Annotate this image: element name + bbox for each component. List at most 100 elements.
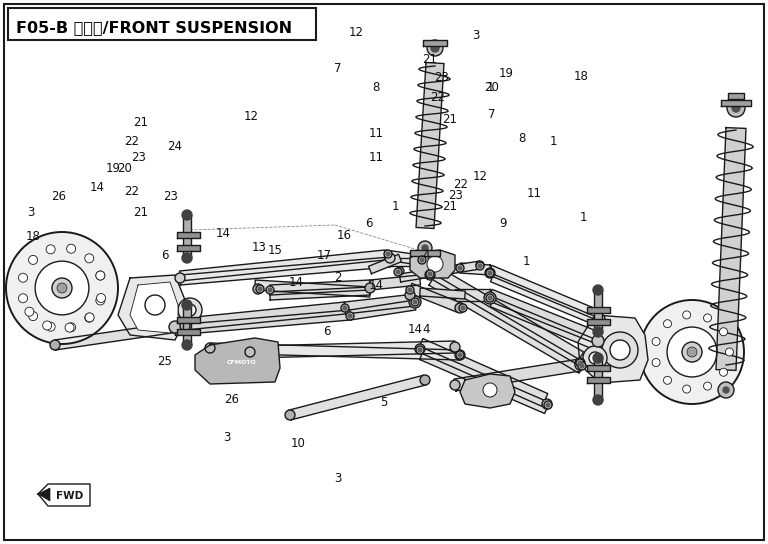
Text: 12: 12 xyxy=(349,26,364,39)
Circle shape xyxy=(478,264,482,268)
Circle shape xyxy=(575,360,585,370)
Circle shape xyxy=(415,344,425,354)
Polygon shape xyxy=(289,375,426,420)
Circle shape xyxy=(178,298,202,322)
Polygon shape xyxy=(174,310,350,335)
Text: 14: 14 xyxy=(90,181,105,194)
Circle shape xyxy=(253,284,263,294)
Circle shape xyxy=(488,271,492,275)
Text: 4: 4 xyxy=(422,249,430,262)
Circle shape xyxy=(459,304,467,312)
Circle shape xyxy=(18,273,28,282)
Text: 21: 21 xyxy=(133,116,148,129)
Circle shape xyxy=(458,353,462,357)
Polygon shape xyxy=(578,315,648,383)
Circle shape xyxy=(456,264,464,272)
Polygon shape xyxy=(344,294,415,314)
Circle shape xyxy=(418,241,432,255)
Text: 14: 14 xyxy=(407,323,422,336)
Polygon shape xyxy=(38,488,50,501)
Text: 19: 19 xyxy=(498,67,514,80)
Circle shape xyxy=(258,287,262,291)
Polygon shape xyxy=(183,305,191,345)
Circle shape xyxy=(341,304,349,312)
Circle shape xyxy=(431,44,439,52)
Text: 8: 8 xyxy=(372,81,380,94)
Circle shape xyxy=(652,358,660,367)
Circle shape xyxy=(396,267,404,275)
Circle shape xyxy=(96,296,105,305)
Circle shape xyxy=(182,210,192,220)
Circle shape xyxy=(182,300,192,310)
Circle shape xyxy=(25,307,34,316)
Circle shape xyxy=(386,252,390,256)
Circle shape xyxy=(578,362,586,370)
Polygon shape xyxy=(174,302,346,331)
Circle shape xyxy=(664,376,671,384)
Circle shape xyxy=(544,401,552,409)
Circle shape xyxy=(137,287,173,323)
Circle shape xyxy=(723,387,729,393)
Polygon shape xyxy=(55,321,186,350)
Circle shape xyxy=(593,395,603,405)
Polygon shape xyxy=(419,349,549,413)
Circle shape xyxy=(420,258,424,262)
Text: 23: 23 xyxy=(434,71,449,84)
Polygon shape xyxy=(423,40,447,46)
Polygon shape xyxy=(255,280,370,297)
Circle shape xyxy=(245,347,255,357)
Polygon shape xyxy=(721,100,751,106)
Text: F05-B 前悬挂/FRONT SUSPENSION: F05-B 前悬挂/FRONT SUSPENSION xyxy=(16,21,292,35)
Text: 3: 3 xyxy=(334,472,342,485)
Polygon shape xyxy=(38,484,90,506)
Text: 20: 20 xyxy=(117,162,132,175)
Circle shape xyxy=(408,288,412,292)
Text: 22: 22 xyxy=(124,185,140,198)
Circle shape xyxy=(256,285,264,293)
Circle shape xyxy=(455,303,465,313)
Text: 1: 1 xyxy=(522,255,530,268)
Circle shape xyxy=(184,304,196,316)
Text: 19: 19 xyxy=(105,162,121,175)
Text: CFMOTO: CFMOTO xyxy=(227,360,257,364)
Polygon shape xyxy=(270,280,370,295)
Polygon shape xyxy=(130,282,178,333)
Circle shape xyxy=(664,320,671,327)
Circle shape xyxy=(683,311,690,319)
Polygon shape xyxy=(410,250,455,278)
Circle shape xyxy=(427,40,443,56)
Circle shape xyxy=(394,268,402,276)
Circle shape xyxy=(476,262,484,270)
Text: 26: 26 xyxy=(224,393,240,406)
Text: 5: 5 xyxy=(380,396,388,409)
Circle shape xyxy=(727,99,745,117)
Text: 3: 3 xyxy=(27,206,35,219)
Circle shape xyxy=(145,295,165,315)
Text: 20: 20 xyxy=(484,81,499,94)
Circle shape xyxy=(546,403,550,407)
Text: 6: 6 xyxy=(365,217,372,230)
Text: 6: 6 xyxy=(161,249,169,262)
Circle shape xyxy=(595,314,605,324)
Circle shape xyxy=(28,312,38,320)
Text: 18: 18 xyxy=(25,230,41,243)
Circle shape xyxy=(57,283,67,293)
Circle shape xyxy=(18,294,28,303)
Circle shape xyxy=(593,353,603,363)
Circle shape xyxy=(703,382,712,390)
Polygon shape xyxy=(399,261,481,282)
Circle shape xyxy=(456,351,464,359)
Text: 3: 3 xyxy=(223,431,230,444)
Text: 12: 12 xyxy=(472,170,488,183)
Text: 15: 15 xyxy=(267,244,283,257)
Circle shape xyxy=(96,271,105,280)
Circle shape xyxy=(422,245,428,251)
Polygon shape xyxy=(183,215,191,258)
Polygon shape xyxy=(454,359,581,391)
Text: 6: 6 xyxy=(323,325,330,338)
Circle shape xyxy=(365,283,375,293)
Polygon shape xyxy=(587,377,610,383)
Polygon shape xyxy=(195,338,280,384)
Text: 23: 23 xyxy=(131,151,146,164)
Circle shape xyxy=(720,327,727,336)
